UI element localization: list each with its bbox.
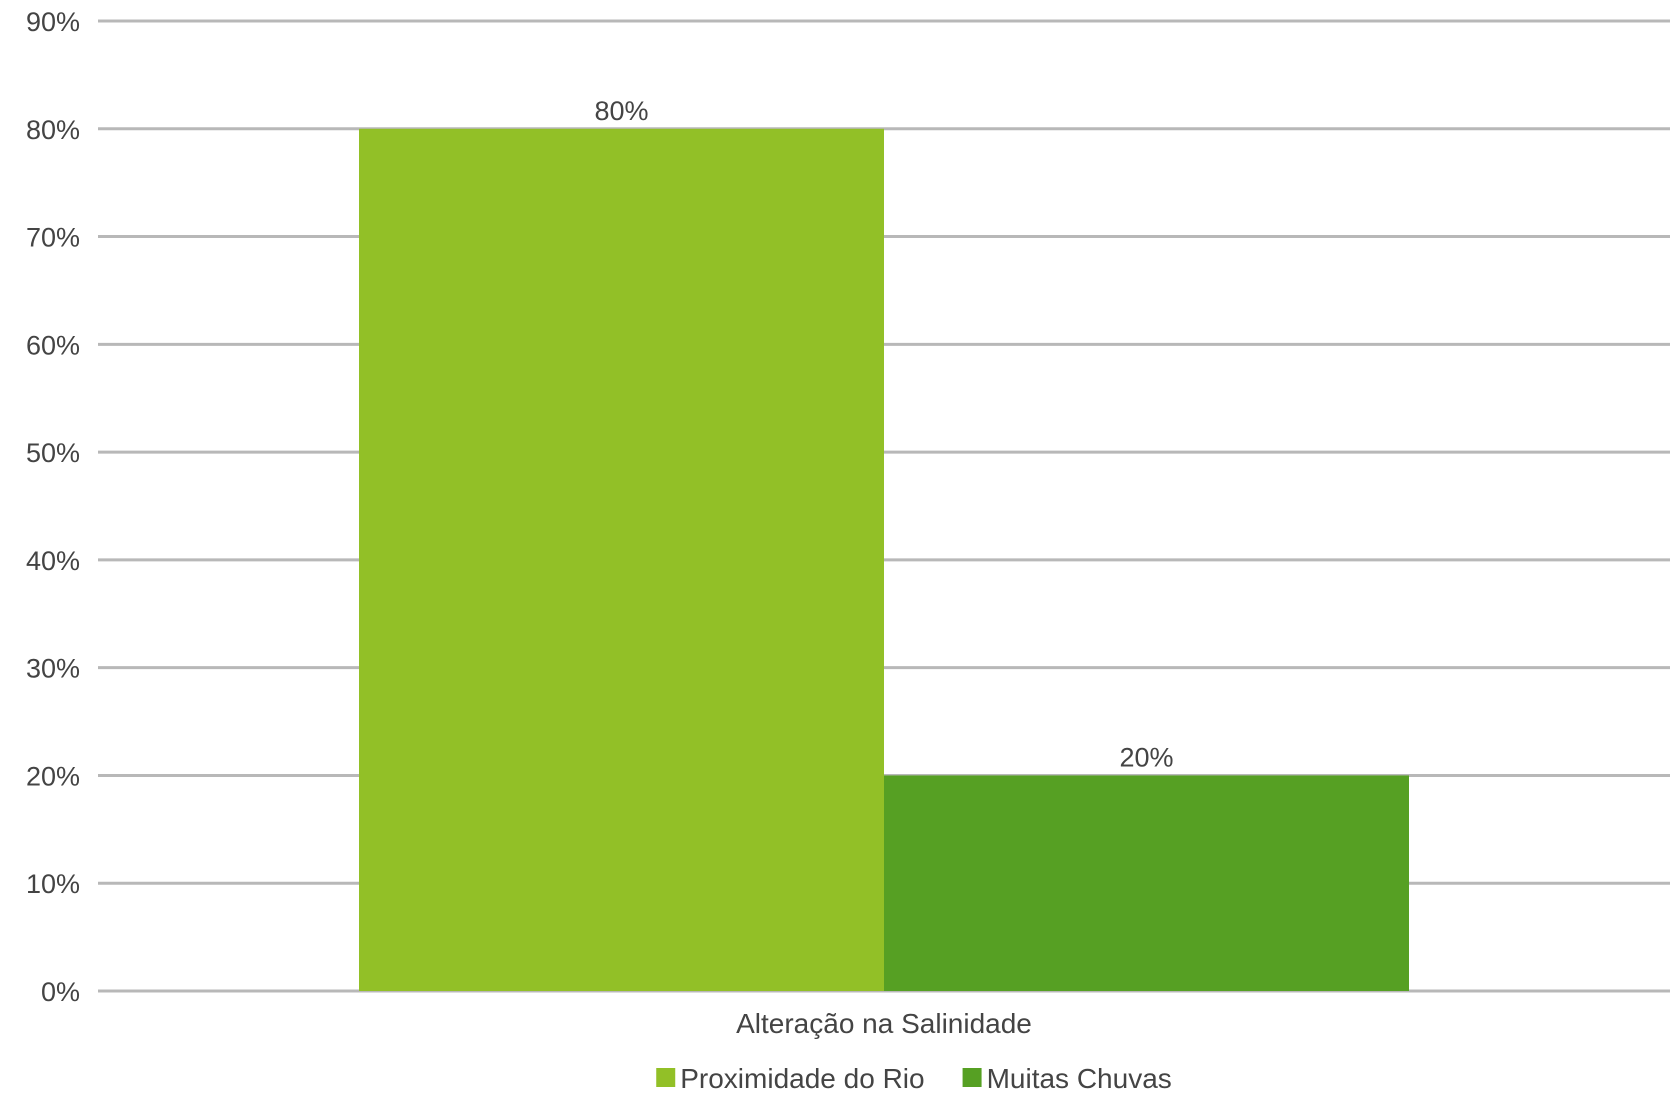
- bars: [359, 128, 1409, 991]
- y-tick-label: 70%: [26, 223, 80, 253]
- y-tick-label: 50%: [26, 438, 80, 468]
- legend-swatch: [656, 1068, 676, 1087]
- y-tick-label: 60%: [26, 330, 80, 360]
- legend-item: Muitas Chuvas: [962, 1063, 1172, 1094]
- y-tick-label: 0%: [41, 977, 80, 1007]
- legend-swatch: [962, 1068, 982, 1087]
- legend-label: Muitas Chuvas: [987, 1063, 1172, 1094]
- x-category-label: Alteração na Salinidade: [736, 1008, 1032, 1039]
- y-tick-label: 90%: [26, 7, 80, 37]
- legend-label: Proximidade do Rio: [680, 1063, 924, 1094]
- y-tick-label: 80%: [26, 115, 80, 145]
- y-tick-label: 40%: [26, 546, 80, 576]
- y-tick-label: 30%: [26, 654, 80, 684]
- data-labels: 80% 20%: [594, 96, 1173, 773]
- bar-data-label: 20%: [1119, 742, 1173, 772]
- bar-data-label: 80%: [594, 96, 648, 126]
- legend-item: Proximidade do Rio: [656, 1063, 925, 1094]
- y-tick-label: 20%: [26, 761, 80, 791]
- y-tick-label: 10%: [26, 869, 80, 899]
- legend: Proximidade do Rio Muitas Chuvas: [656, 1063, 1172, 1094]
- y-axis-tick-labels: 0% 10% 20% 30% 40% 50% 60% 70% 80% 90%: [26, 7, 80, 1007]
- bar: [884, 775, 1409, 991]
- bar: [359, 128, 884, 991]
- x-axis-category-labels: Alteração na Salinidade: [736, 1008, 1032, 1039]
